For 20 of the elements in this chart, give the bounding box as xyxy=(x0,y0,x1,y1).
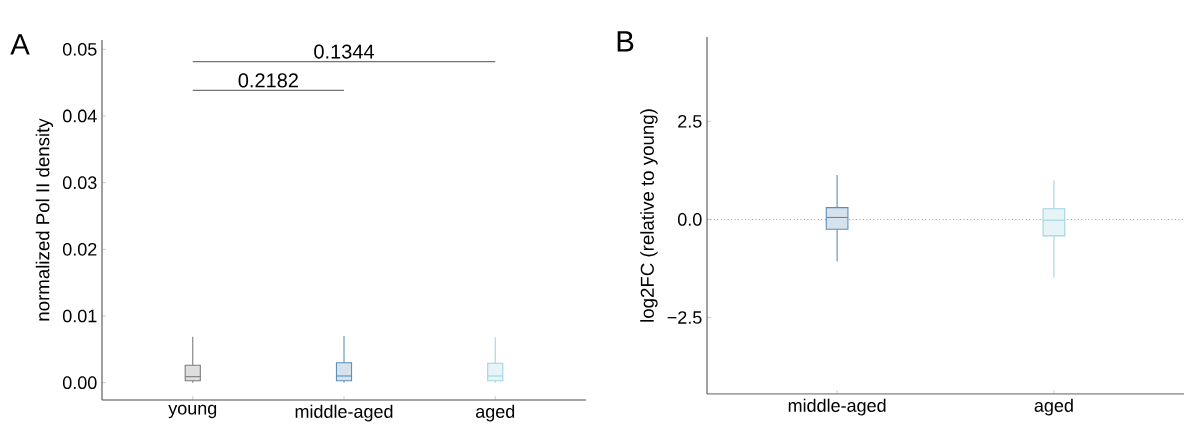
y-tick-label: 0.02 xyxy=(62,242,97,256)
chart-title: A xyxy=(10,34,30,55)
annotation: 0.2182 xyxy=(238,73,298,88)
y-tick-label: 2.5 xyxy=(678,114,702,128)
y-tick-label: 0.03 xyxy=(62,176,97,190)
y-tick-label: 0.00 xyxy=(62,376,97,390)
annotation: 0.1344 xyxy=(314,44,374,59)
y-tick-label: −2.5 xyxy=(667,311,702,324)
x-tick-label: aged xyxy=(1034,398,1073,416)
x-tick-label: young xyxy=(168,404,217,419)
x-tick-label: middle-aged xyxy=(788,398,886,416)
y-tick-label: 0.0 xyxy=(677,213,702,226)
y-axis-title: normalized Pol II density xyxy=(35,118,54,321)
chart-title: B xyxy=(617,31,634,52)
y-axis-title: log2FC (relative to young) xyxy=(640,109,658,322)
y-tick-label: 0.01 xyxy=(62,309,97,323)
y-tick-label: 0.04 xyxy=(62,109,97,123)
x-tick-label: middle-aged xyxy=(295,404,393,422)
x-tick-label: aged xyxy=(476,404,515,422)
y-tick-label: 0.05 xyxy=(62,42,97,56)
